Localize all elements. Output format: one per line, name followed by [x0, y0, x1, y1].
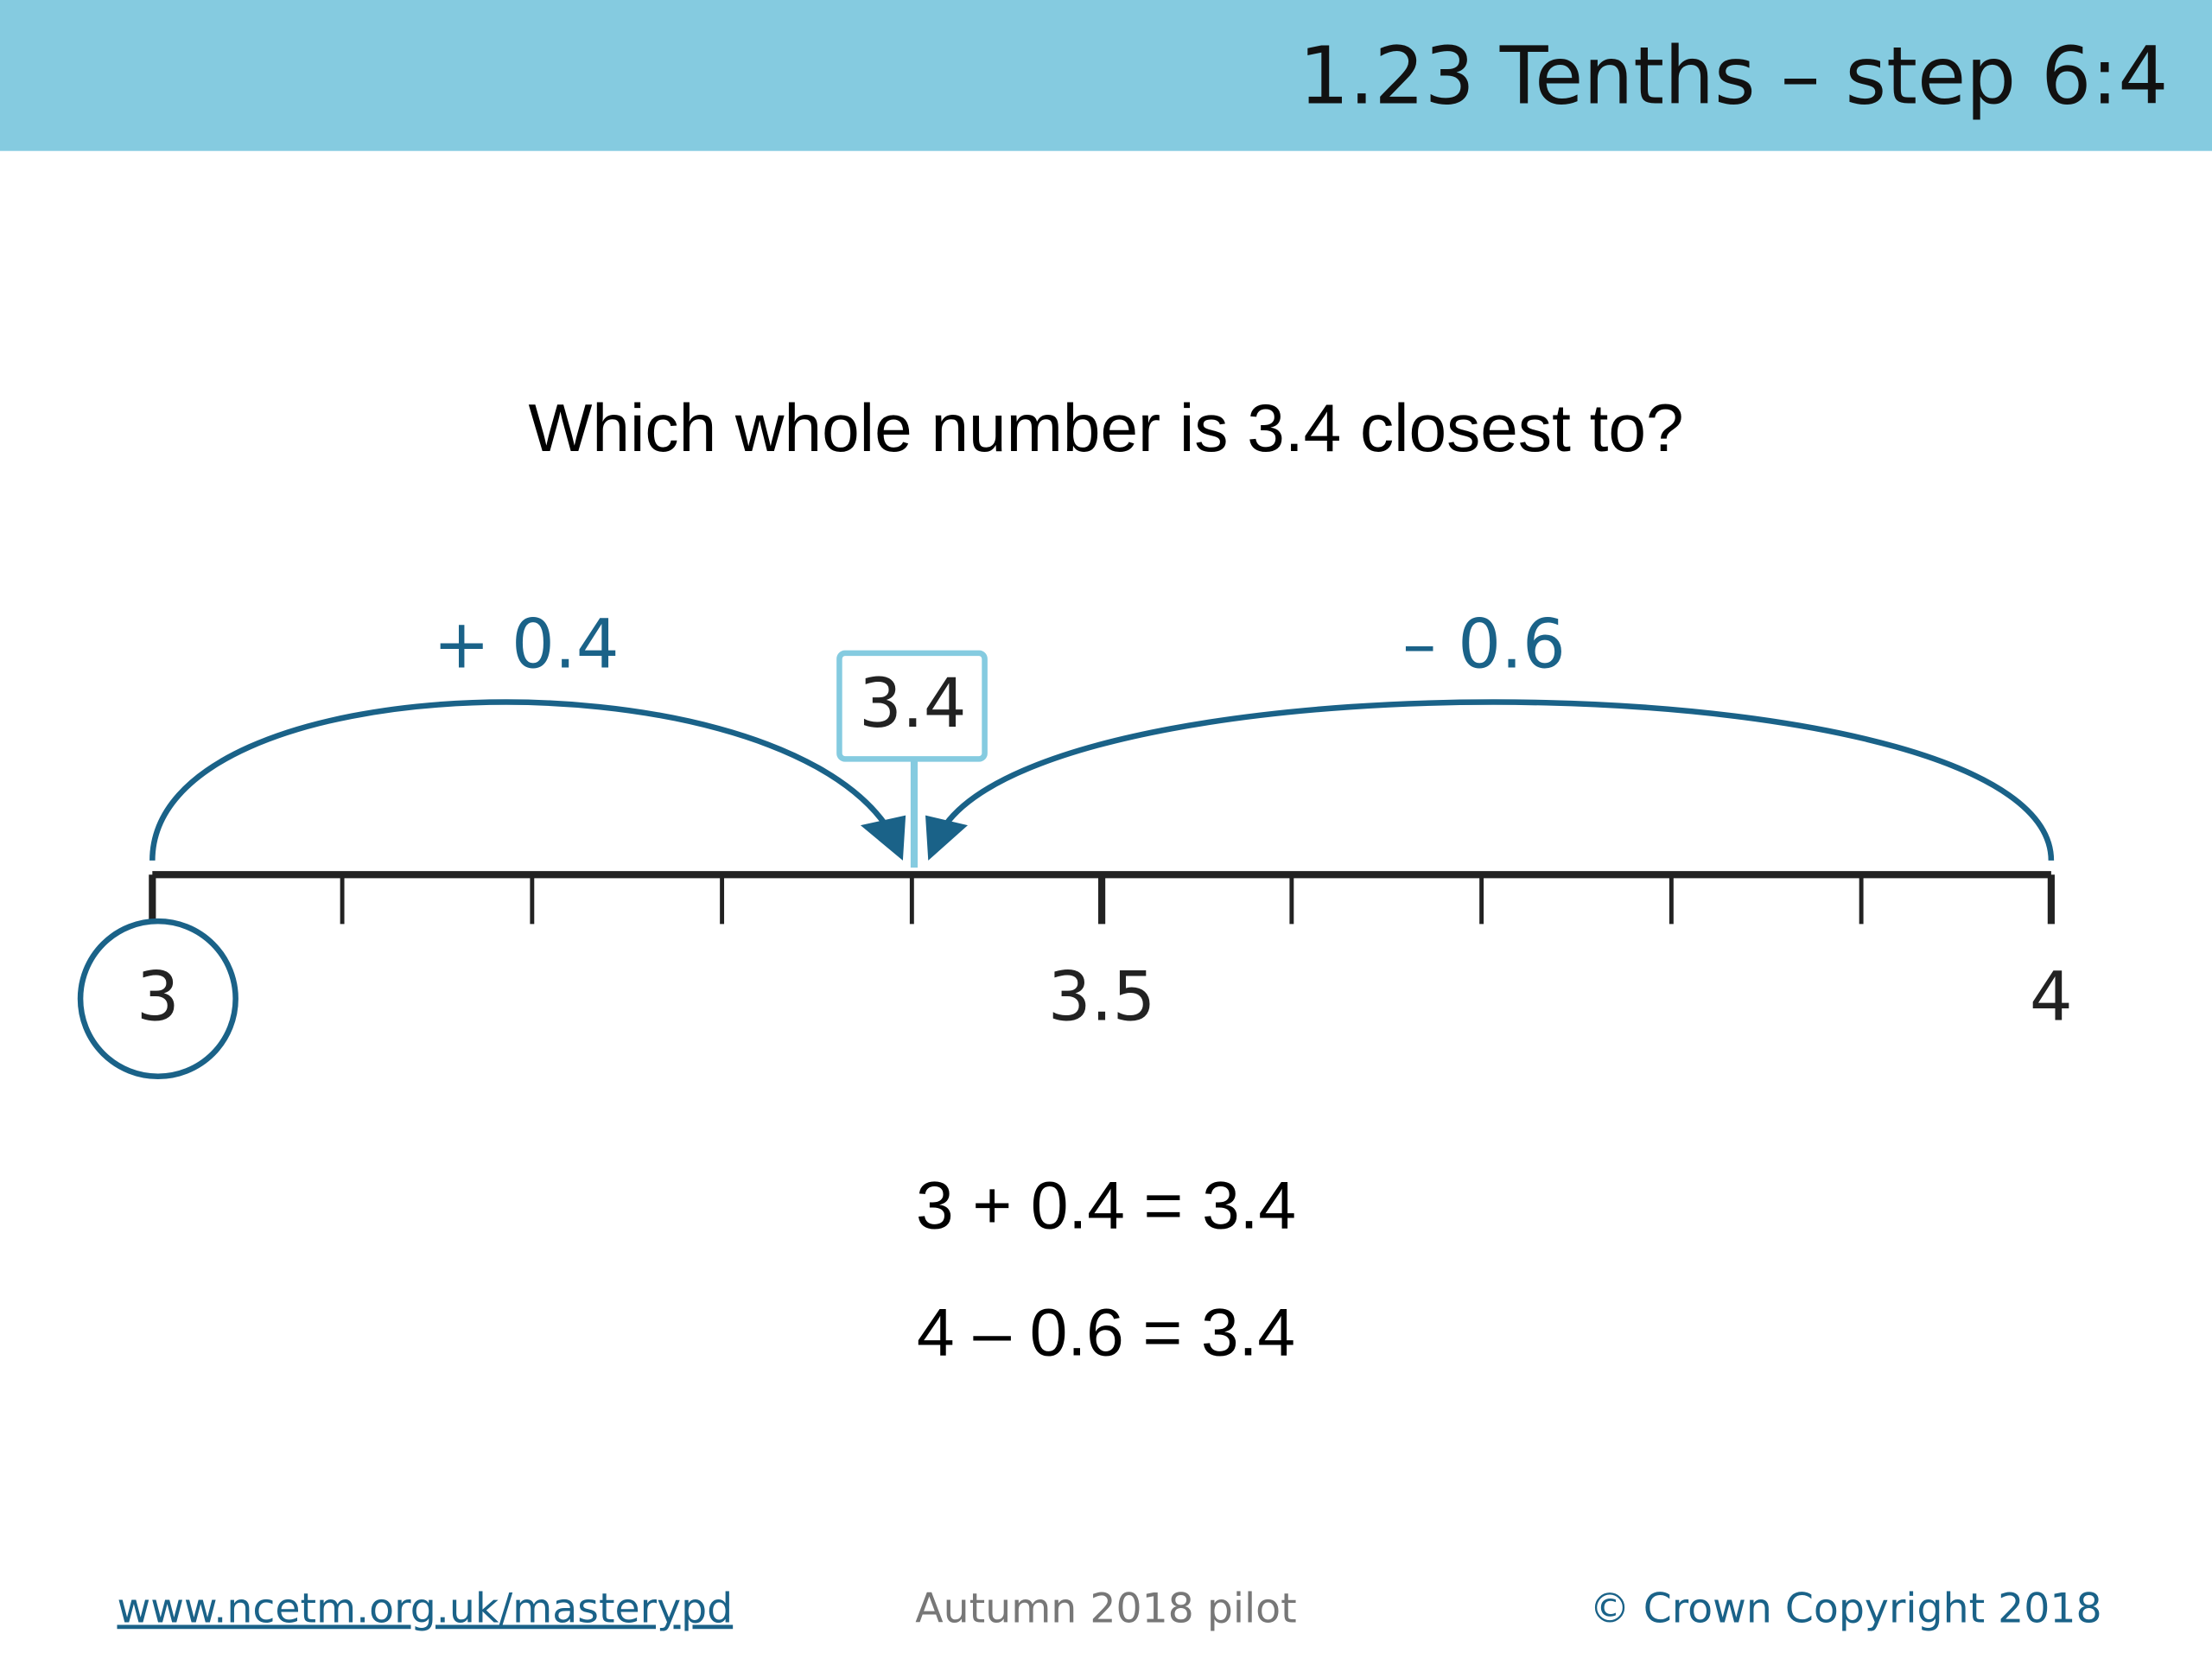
- equation: 4 – 0.6 = 3.4: [917, 1294, 1295, 1370]
- answer-circle: [77, 918, 238, 1079]
- tick-label: 3: [137, 958, 180, 1037]
- marker-box: [836, 650, 988, 762]
- question: Which whole number is 3.4 closest to?: [528, 390, 1683, 466]
- arrow-head: [925, 815, 968, 861]
- equation: 3 + 0.4 = 3.4: [916, 1167, 1296, 1243]
- header-title: 1.23 Tenths – step 6:4: [1299, 30, 2168, 123]
- jump-arc: [943, 699, 2055, 861]
- jump-arc: [149, 699, 888, 861]
- ticks: [149, 874, 2055, 925]
- marker-label: 3.4: [859, 664, 967, 743]
- footer-link[interactable]: www.ncetm.org.uk/masterypd: [118, 1585, 734, 1632]
- jump-label: – 0.6: [1402, 605, 1566, 683]
- tick-label: 3.5: [1048, 958, 1156, 1037]
- arrow-head: [860, 815, 906, 861]
- footer-center: Autumn 2018 pilot: [915, 1585, 1296, 1632]
- header-band: [0, 0, 2212, 151]
- tick-label: 4: [2030, 958, 2073, 1037]
- jump-label: + 0.4: [433, 605, 619, 683]
- footer-copyright: © Crown Copyright 2018: [1589, 1585, 2101, 1632]
- number-line: 3 3.5 4 + 0.4 – 0.6 3.4: [77, 605, 2073, 1079]
